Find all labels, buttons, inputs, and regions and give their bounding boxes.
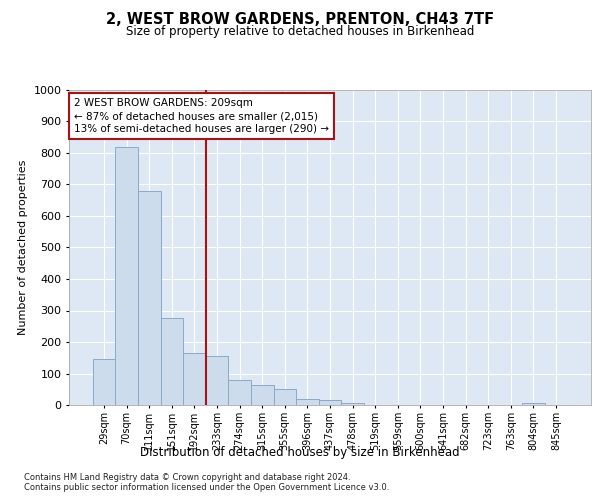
Bar [93, 360, 115, 405]
Bar [274, 389, 296, 405]
Y-axis label: Number of detached properties: Number of detached properties [18, 160, 28, 335]
Bar [161, 318, 183, 405]
Bar [183, 353, 206, 405]
Bar [229, 380, 251, 405]
Text: 2, WEST BROW GARDENS, PRENTON, CH43 7TF: 2, WEST BROW GARDENS, PRENTON, CH43 7TF [106, 12, 494, 28]
Bar [341, 404, 364, 405]
Bar [206, 356, 229, 405]
Text: 2 WEST BROW GARDENS: 209sqm
← 87% of detached houses are smaller (2,015)
13% of : 2 WEST BROW GARDENS: 209sqm ← 87% of det… [74, 98, 329, 134]
Bar [251, 384, 274, 405]
Text: Contains HM Land Registry data © Crown copyright and database right 2024.: Contains HM Land Registry data © Crown c… [24, 472, 350, 482]
Bar [296, 398, 319, 405]
Text: Contains public sector information licensed under the Open Government Licence v3: Contains public sector information licen… [24, 484, 389, 492]
Text: Distribution of detached houses by size in Birkenhead: Distribution of detached houses by size … [140, 446, 460, 459]
Bar [115, 146, 138, 405]
Text: Size of property relative to detached houses in Birkenhead: Size of property relative to detached ho… [126, 25, 474, 38]
Bar [522, 404, 545, 405]
Bar [319, 400, 341, 405]
Bar [138, 191, 161, 405]
